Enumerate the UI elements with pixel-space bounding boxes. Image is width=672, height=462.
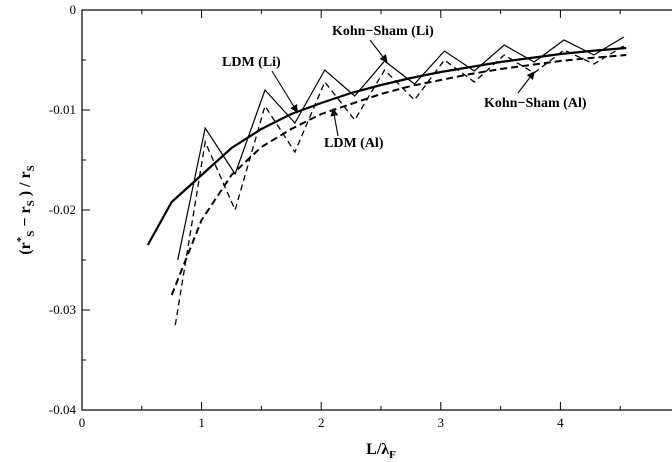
y-tick-label: -0.01 bbox=[49, 102, 76, 117]
arrow-ldm-li bbox=[271, 70, 298, 113]
y-axis-title: (r*S − rS ) / rS bbox=[15, 165, 37, 254]
x-axis-title: L/λF bbox=[366, 441, 396, 461]
annotation-ks-al: Kohn−Sham (Al) bbox=[484, 96, 587, 111]
x-tick-label: 0 bbox=[79, 415, 86, 430]
arrow-ldm-al bbox=[330, 108, 339, 137]
x-axis: 012345 bbox=[79, 10, 621, 430]
y-axis: -0.04 -0.03 -0.02 -0.01 0 bbox=[49, 2, 90, 417]
annotation-ks-li: Kohn−Sham (Li) bbox=[332, 24, 434, 39]
y-tick-label: 0 bbox=[70, 2, 77, 17]
series-line-ldm-al bbox=[170, 54, 627, 296]
y-tick-label: -0.02 bbox=[49, 202, 76, 217]
series-line-kohn-sham-al bbox=[174, 45, 625, 326]
x-tick-label: 3 bbox=[438, 415, 445, 430]
y-tick-label: -0.03 bbox=[49, 302, 76, 317]
y-tick-label: -0.04 bbox=[49, 402, 77, 417]
annotation-ldm-li: LDM (Li) bbox=[222, 55, 281, 70]
plot-lines bbox=[146, 36, 627, 326]
series-line-ldm-li bbox=[146, 46, 627, 246]
arrow-ks-li bbox=[369, 39, 388, 63]
arrow-ks-al bbox=[517, 71, 535, 94]
x-tick-label: 2 bbox=[318, 415, 325, 430]
x-tick-label: 4 bbox=[557, 415, 564, 430]
series-line-kohn-sham-li bbox=[177, 36, 625, 261]
x-tick-label: 1 bbox=[198, 415, 205, 430]
annotation-ldm-al: LDM (Al) bbox=[324, 136, 384, 151]
annotations: Kohn−Sham (Li) LDM (Li) LDM (Al) Kohn−Sh… bbox=[222, 24, 587, 151]
